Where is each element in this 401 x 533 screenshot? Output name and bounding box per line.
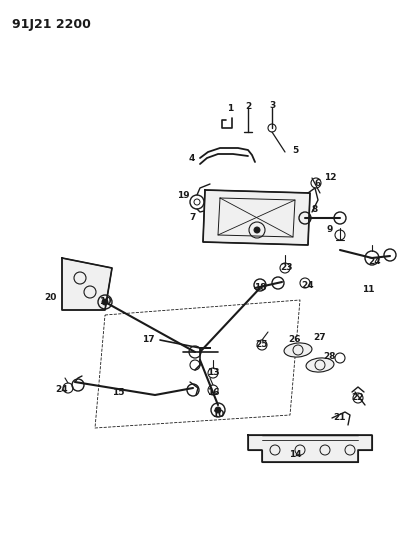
Polygon shape	[247, 435, 371, 462]
Text: 3: 3	[269, 101, 275, 109]
Text: 27: 27	[313, 334, 326, 343]
Text: 16: 16	[206, 389, 219, 398]
Text: 12: 12	[323, 174, 335, 182]
Text: 20: 20	[44, 294, 56, 303]
Text: 13: 13	[206, 368, 219, 377]
Text: 23: 23	[280, 263, 292, 272]
Ellipse shape	[305, 358, 333, 372]
Text: 9: 9	[326, 225, 332, 235]
Text: 18: 18	[253, 284, 265, 293]
Text: 2: 2	[244, 101, 251, 110]
Text: 21: 21	[333, 414, 345, 423]
Circle shape	[102, 299, 108, 305]
Text: 6: 6	[314, 179, 320, 188]
Text: 15: 15	[111, 389, 124, 398]
Text: 1: 1	[226, 103, 233, 112]
Circle shape	[253, 227, 259, 233]
Polygon shape	[62, 258, 112, 310]
Text: 17: 17	[141, 335, 154, 344]
Text: 91J21 2200: 91J21 2200	[12, 18, 91, 31]
Text: 10: 10	[99, 297, 111, 306]
Text: 4: 4	[188, 154, 195, 163]
Text: 19: 19	[176, 191, 189, 200]
Text: 25: 25	[255, 341, 267, 350]
Text: 7: 7	[189, 214, 196, 222]
Ellipse shape	[284, 343, 311, 357]
Text: 11: 11	[361, 286, 373, 295]
Text: 14: 14	[288, 450, 301, 459]
Text: 28: 28	[323, 352, 335, 361]
Text: 5: 5	[291, 146, 298, 155]
Text: 8: 8	[311, 206, 317, 214]
Polygon shape	[203, 190, 309, 245]
Text: 26: 26	[288, 335, 300, 344]
Circle shape	[215, 407, 221, 413]
Text: 24: 24	[301, 280, 314, 289]
Text: 24: 24	[368, 257, 381, 266]
Text: 10: 10	[211, 410, 224, 419]
Text: 22: 22	[351, 393, 363, 402]
Text: 24: 24	[56, 385, 68, 394]
